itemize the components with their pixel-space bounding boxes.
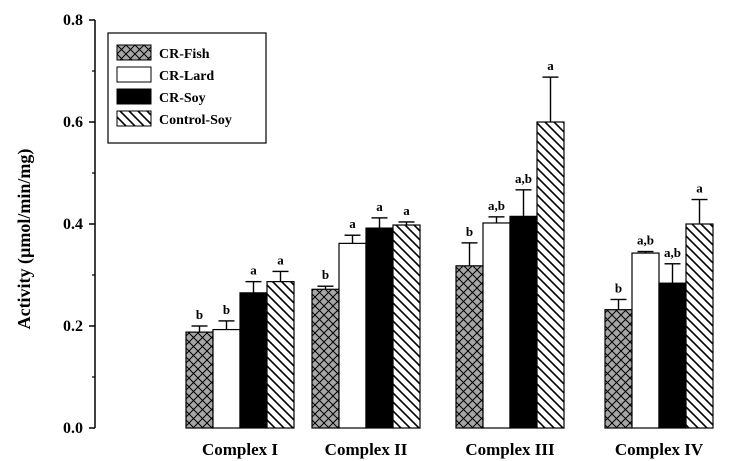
- bar: [392, 224, 421, 429]
- bar: [185, 331, 214, 429]
- y-tick-label: 0.2: [63, 318, 83, 335]
- significance-label: a,b: [515, 171, 532, 186]
- significance-label: a: [696, 181, 703, 196]
- y-tick-label: 0.8: [63, 12, 83, 29]
- bar: [604, 309, 633, 429]
- legend-label: Control-Soy: [159, 113, 232, 128]
- bar: [239, 292, 268, 429]
- category-label: Complex III: [465, 440, 555, 459]
- bar: [338, 242, 367, 429]
- bar: [658, 282, 687, 429]
- legend-label: CR-Soy: [159, 91, 206, 106]
- significance-label: a,b: [488, 198, 505, 213]
- significance-label: b: [466, 224, 473, 239]
- significance-label: a: [376, 199, 383, 214]
- significance-label: a: [349, 216, 356, 231]
- significance-label: b: [196, 307, 203, 322]
- legend-label: CR-Lard: [159, 69, 214, 84]
- significance-label: b: [223, 302, 230, 317]
- legend-swatch: [116, 44, 152, 61]
- legend-swatch: [116, 66, 152, 83]
- legend: CR-Fish CR-Lard CR-Soy Control-Soy: [107, 32, 267, 144]
- bar: [509, 215, 538, 429]
- y-axis-label: Activity (µmol/min/mg): [14, 149, 35, 330]
- bar: [266, 281, 295, 429]
- y-tick-label: 0.4: [63, 216, 83, 233]
- bar: [311, 288, 340, 429]
- significance-label: a,b: [664, 245, 681, 260]
- significance-label: a: [547, 58, 554, 73]
- bar: [365, 227, 394, 429]
- category-label: Complex I: [202, 440, 278, 459]
- significance-label: a: [250, 263, 257, 278]
- significance-label: b: [615, 280, 622, 295]
- bar: [212, 328, 241, 429]
- significance-label: a: [403, 203, 410, 218]
- legend-swatch: [116, 88, 152, 105]
- bars: [185, 76, 714, 429]
- labels: Activity (µmol/min/mg) Complex I Complex I…: [14, 58, 704, 459]
- bar: [685, 223, 714, 429]
- significance-label: a: [277, 252, 284, 267]
- bar: [482, 222, 511, 429]
- significance-label: b: [322, 267, 329, 282]
- category-label: Complex IV: [615, 440, 704, 459]
- bar: [455, 265, 484, 429]
- significance-label: a,b: [637, 233, 654, 248]
- bar: [536, 121, 565, 429]
- legend-label: CR-Fish: [159, 47, 210, 62]
- legend-swatch: [116, 110, 152, 127]
- axes: 0.0 0.2 0.4 0.6 0.8: [63, 12, 96, 437]
- bar: [631, 252, 660, 429]
- y-tick-label: 0.0: [63, 420, 83, 437]
- y-tick-label: 0.6: [63, 114, 83, 131]
- category-label: Complex II: [325, 440, 408, 459]
